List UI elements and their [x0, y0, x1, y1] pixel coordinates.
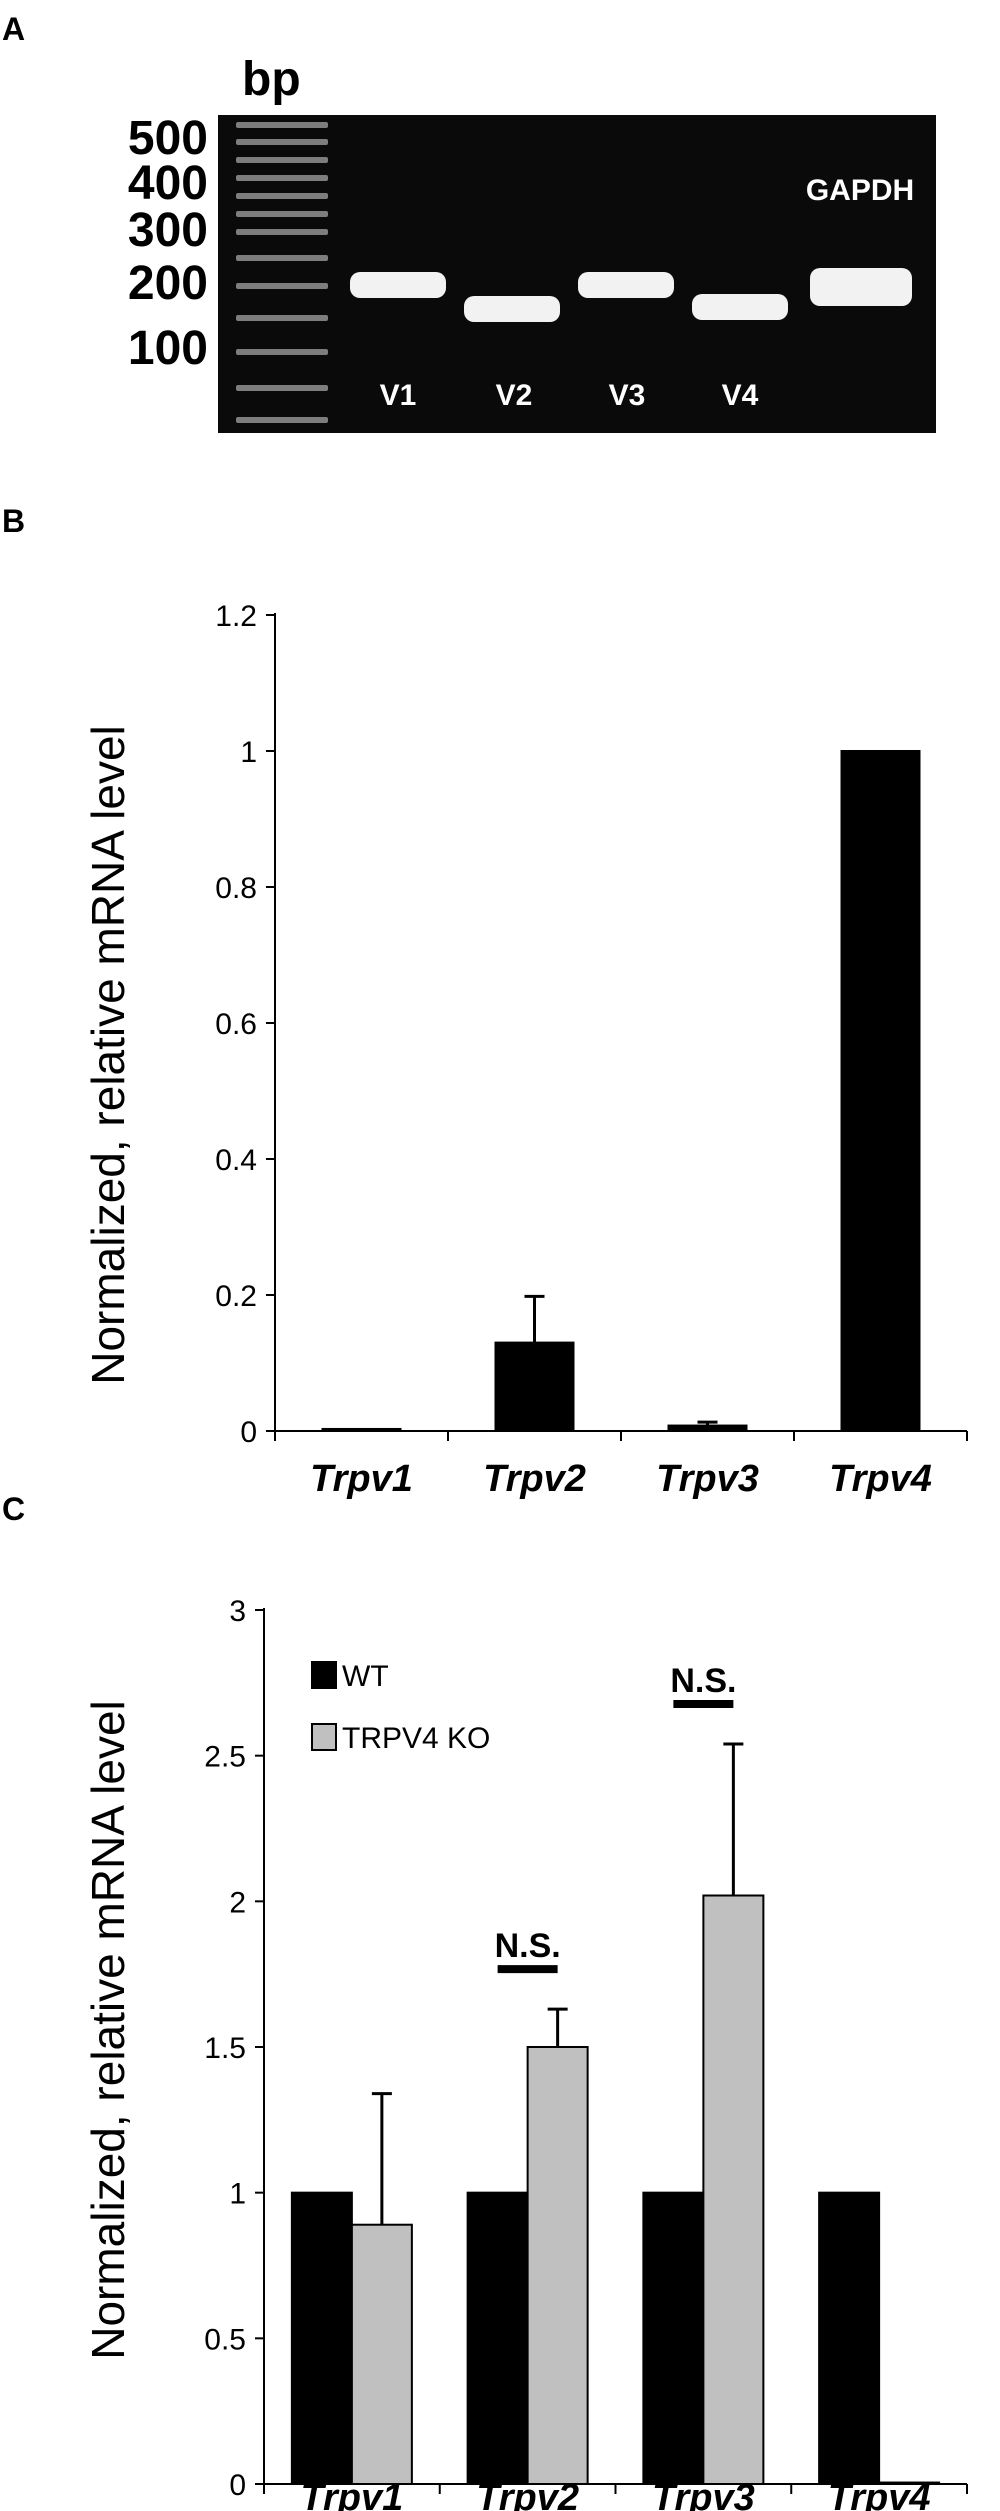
chart-b-error-bars: [524, 1294, 718, 1426]
panel-label-b: B: [2, 503, 25, 539]
gel-ladder-band: [236, 122, 328, 128]
category-label-trpv2: Trpv2: [476, 2477, 579, 2511]
gel-band-gapdh: [810, 268, 912, 306]
panel-label-c: C: [2, 1491, 25, 1527]
y-tick-label: 0: [240, 1416, 257, 1449]
y-tick-label: 3: [229, 1595, 246, 1628]
chart-c: Normalized, relative mRNA level 0 0.5 1 1.5…: [82, 1595, 968, 2511]
chart-c-category-labels: Trpv1 Trpv2 Trpv3 Trpv4: [300, 2477, 930, 2511]
legend-label-wt: WT: [342, 1660, 389, 1693]
bar-trpv2: [494, 1341, 575, 1432]
y-tick-label: 0: [229, 2469, 246, 2502]
y-tick-label: 0.6: [215, 1008, 257, 1041]
category-label-trpv4: Trpv4: [828, 2477, 931, 2511]
panel-label-a: A: [2, 11, 25, 47]
category-label-trpv4: Trpv4: [829, 1458, 932, 1500]
gel-lane-label-v4: V4: [722, 379, 759, 412]
gel-marker-400: 400: [128, 157, 208, 210]
gel-marker-500: 500: [128, 112, 208, 165]
y-tick-label: 1: [240, 736, 257, 769]
y-tick-label: 0.4: [215, 1144, 257, 1177]
y-tick-label: 1.5: [204, 2032, 246, 2065]
gel-ladder-band: [236, 283, 328, 289]
gel-lane-label-gapdh: GAPDH: [806, 174, 914, 207]
bar-trpv1: [321, 1427, 402, 1432]
gel-lane-label-v3: V3: [609, 379, 646, 412]
gel-ladder-band: [236, 211, 328, 217]
bar-trpv4-ko-trpv4: [878, 2481, 941, 2485]
gel-ladder-band: [236, 175, 328, 181]
chart-b-tick-labels: 0 0.2 0.4 0.6 0.8 1 1.2: [215, 600, 257, 1449]
chart-b-bars: [321, 750, 921, 1433]
chart-c-legend: WT TRPV4 KO: [311, 1660, 490, 1755]
gel-bands: [350, 268, 912, 322]
gel-marker-300: 300: [128, 204, 208, 257]
gel-ladder-band: [236, 385, 328, 391]
gel-lane-labels: V1 V2 V3 V4 GAPDH: [380, 174, 915, 412]
y-tick-label: 0.5: [204, 2323, 246, 2356]
significance-label: N.S.: [670, 1662, 736, 1700]
chart-c-tick-labels: 0 0.5 1 1.5 2 2.5 3: [204, 1595, 246, 2502]
chart-c-error-bars: [371, 1742, 744, 2225]
chart-c-annotations: N.S. N.S.: [495, 1662, 736, 1974]
gel-ladder-band: [236, 417, 328, 423]
gel-lane-label-v1: V1: [380, 379, 417, 412]
chart-b-category-labels: Trpv1 Trpv2 Trpv3 Trpv4: [310, 1458, 932, 1500]
bar-trpv3: [667, 1424, 748, 1433]
bar-trpv4-ko-trpv2: [526, 2046, 589, 2485]
y-tick-label: 2: [229, 1886, 246, 1919]
bar-trpv4: [840, 750, 921, 1432]
legend-swatch-wt: [311, 1661, 337, 1689]
gel-ladder-band: [236, 229, 328, 235]
gel-lane-label-v2: V2: [496, 379, 533, 412]
y-tick-label: 1.2: [215, 600, 257, 633]
category-label-trpv1: Trpv1: [300, 2477, 403, 2511]
category-label-trpv3: Trpv3: [652, 2477, 755, 2511]
y-tick-label: 0.2: [215, 1280, 257, 1313]
legend-swatch-trpv4-ko: [311, 1723, 337, 1751]
y-tick-label: 1: [229, 2178, 246, 2211]
chart-c-bars: [290, 1894, 941, 2486]
y-tick-label: 2.5: [204, 1741, 246, 1774]
gel-band-v4: [692, 294, 788, 320]
y-tick-label: 0.8: [215, 872, 257, 905]
gel-ladder-band: [236, 157, 328, 163]
gel-ladder: [236, 122, 328, 423]
bar-wt-trpv3: [642, 2191, 705, 2486]
gel-ladder-band: [236, 315, 328, 321]
bar-wt-trpv4: [818, 2191, 881, 2486]
gel-band-v3: [578, 272, 674, 298]
category-label-trpv3: Trpv3: [656, 1458, 759, 1500]
chart-b: Normalized, relative mRNA level 00.20.40…: [82, 600, 968, 1500]
legend-label-trpv4-ko: TRPV4 KO: [342, 1722, 490, 1755]
gel-ladder-band: [236, 139, 328, 145]
bar-wt-trpv1: [290, 2191, 353, 2486]
gel-ladder-band: [236, 193, 328, 199]
gel-ladder-band: [236, 255, 328, 261]
significance-label: N.S.: [495, 1927, 561, 1965]
bar-trpv4-ko-trpv1: [350, 2223, 413, 2486]
bar-wt-trpv2: [466, 2191, 529, 2486]
gel-ladder-band: [236, 349, 328, 355]
gel-band-v1: [350, 272, 446, 298]
chart-b-y-axis-title: Normalized, relative mRNA level: [82, 725, 134, 1385]
category-label-trpv2: Trpv2: [483, 1458, 586, 1500]
gel-band-v2: [464, 296, 560, 322]
gel-marker-200: 200: [128, 257, 208, 310]
chart-c-y-axis-title: Normalized, relative mRNA level: [82, 1700, 134, 2360]
bar-trpv4-ko-trpv3: [702, 1894, 765, 2486]
gel-unit-label: bp: [242, 53, 301, 106]
gel-marker-100: 100: [128, 322, 208, 375]
category-label-trpv1: Trpv1: [310, 1458, 413, 1500]
